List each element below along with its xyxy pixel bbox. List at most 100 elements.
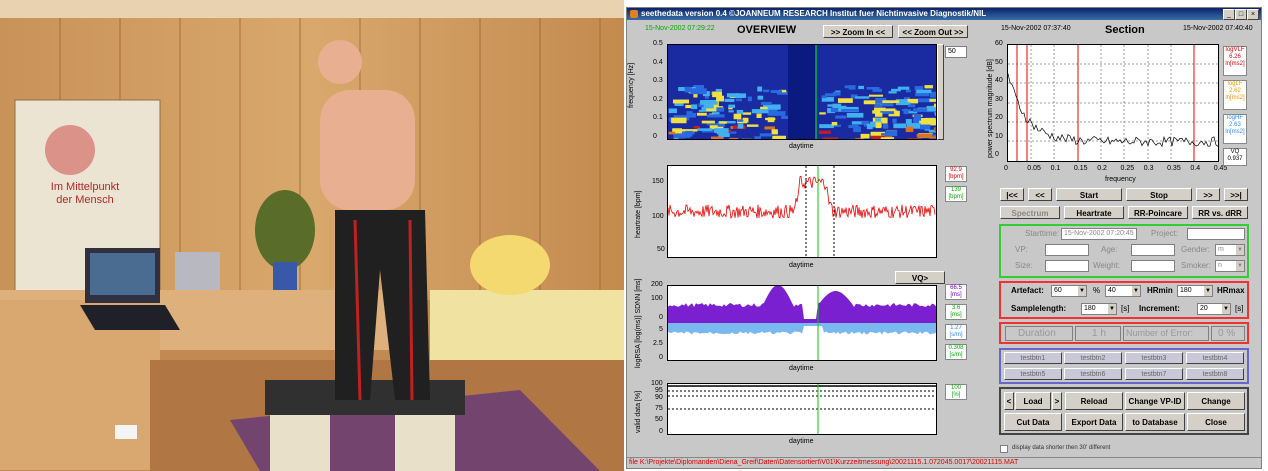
zoom-out-button[interactable]: << Zoom Out >> — [898, 25, 968, 38]
change-events-button[interactable]: Change Events — [1187, 392, 1245, 424]
close-button[interactable]: Close — [1187, 413, 1245, 431]
age-field[interactable] — [1131, 244, 1175, 256]
testbtn3[interactable]: testbtn3 — [1125, 352, 1183, 364]
cut-data-button[interactable]: Cut Data — [1004, 413, 1062, 431]
testbtn8[interactable]: testbtn8 — [1186, 368, 1244, 380]
testbtn5[interactable]: testbtn5 — [1004, 368, 1062, 380]
spectrogram-cell — [913, 118, 923, 124]
testbtn7[interactable]: testbtn7 — [1125, 368, 1183, 380]
smoker-select[interactable]: n — [1215, 260, 1245, 272]
artefact-select[interactable]: 60 — [1051, 285, 1087, 297]
minimize-button[interactable]: _ — [1223, 9, 1235, 20]
spectrogram-cell — [880, 137, 895, 139]
hr-ytick-100: 100 — [652, 213, 664, 220]
prev-button[interactable]: < — [1004, 392, 1014, 410]
percent-select[interactable]: 40 — [1105, 285, 1141, 297]
display-short-data-checkbox[interactable] — [1000, 445, 1008, 453]
tab-rr-poincare[interactable]: RR-Poincare — [1128, 206, 1188, 219]
spectrogram-cell — [934, 112, 936, 116]
spectrogram-cell — [704, 94, 709, 99]
spectrogram-cell — [860, 133, 870, 139]
spectrogram-cell — [905, 126, 914, 133]
analysis-params-panel: Artefact: 60 % 40 HRmin 180 HRmax Sample… — [999, 281, 1249, 319]
hr-select[interactable]: 180 — [1177, 285, 1213, 297]
spectrogram-cell — [831, 121, 838, 126]
size-field[interactable] — [1045, 260, 1089, 272]
increment-select[interactable]: 20 — [1197, 303, 1231, 315]
spectrogram-cell — [779, 89, 787, 93]
heartrate-xlabel: daytime — [789, 262, 814, 269]
spectrogram-cell — [874, 107, 886, 112]
zoom-in-button[interactable]: >> Zoom In << — [823, 25, 893, 38]
app-logo-icon — [630, 10, 638, 18]
spectrogram-cell — [929, 98, 936, 102]
spectrogram-cell — [875, 97, 887, 104]
vp-field[interactable] — [1045, 244, 1089, 256]
reload-button[interactable]: Reload — [1065, 392, 1123, 410]
tab-rr-vs-drr[interactable]: RR vs. dRR — [1192, 206, 1248, 219]
next-button[interactable]: > — [1052, 392, 1062, 410]
weight-field[interactable] — [1131, 260, 1175, 272]
testbtn2[interactable]: testbtn2 — [1064, 352, 1122, 364]
spectrogram-cell — [686, 111, 693, 116]
status-bar: file K:\Projekte\Diplomanden\Diena_Greif… — [627, 457, 1261, 468]
spectrogram-cell — [701, 129, 719, 133]
spectrogram-cell — [919, 120, 936, 126]
spectrogram-cell — [735, 93, 747, 98]
spectrogram-cell — [712, 112, 720, 116]
rewind-button[interactable]: << — [1028, 188, 1052, 201]
spectrogram-cell — [934, 103, 936, 108]
maximize-button[interactable]: □ — [1235, 9, 1247, 20]
spectrogram-cell — [763, 89, 770, 93]
spectrogram-max-input[interactable]: 50 — [945, 46, 967, 58]
samplelength-select[interactable]: 180 — [1081, 303, 1117, 315]
spectrogram-cell — [875, 112, 883, 117]
psd-xtick: 0.05 — [1027, 165, 1041, 172]
to-database-button[interactable]: to Database — [1125, 413, 1185, 431]
export-data-button[interactable]: Export Data — [1065, 413, 1123, 431]
spectrogram-scrollbar[interactable] — [937, 44, 944, 140]
spectrogram-cell — [915, 91, 930, 97]
spectrogram-cell — [698, 109, 704, 112]
spectrogram-cell — [679, 129, 698, 132]
spectrogram-cell — [912, 139, 916, 140]
testbtn1[interactable]: testbtn1 — [1004, 352, 1062, 364]
spectrogram-cell — [728, 106, 733, 110]
testbtn4[interactable]: testbtn4 — [1186, 352, 1244, 364]
vq-button[interactable]: VQ> — [895, 271, 945, 284]
starttime-field[interactable]: 15-Nov-2002 07:20:45 — [1061, 228, 1137, 240]
change-vp-id-button[interactable]: Change VP-ID — [1125, 392, 1185, 410]
spectrogram-cell — [714, 128, 729, 133]
spectrogram-cell — [827, 139, 835, 140]
tab-spectrum[interactable]: Spectrum — [1000, 206, 1060, 219]
spectrogram-cell — [724, 98, 735, 102]
gender-select[interactable]: m — [1215, 244, 1245, 256]
spectrogram-cell — [851, 121, 870, 125]
spectrogram-cell — [756, 113, 762, 118]
last-button[interactable]: >>| — [1224, 188, 1248, 201]
spectrogram-cell — [696, 112, 707, 116]
first-button[interactable]: |<< — [1000, 188, 1024, 201]
psd-xlabel: frequency — [1105, 176, 1136, 183]
valid-ytick-0: 0 — [659, 428, 663, 435]
spectrogram-cell — [671, 117, 687, 124]
close-window-button[interactable]: × — [1247, 9, 1259, 20]
start-button[interactable]: Start — [1056, 188, 1122, 201]
testbtn6[interactable]: testbtn6 — [1064, 368, 1122, 380]
smoker-label: Smoker: — [1181, 261, 1211, 270]
spectrogram-cell — [874, 104, 883, 108]
artefact-label: Artefact: — [1011, 286, 1044, 295]
spectrogram-cell — [827, 104, 841, 107]
project-field[interactable] — [1187, 228, 1245, 240]
spectrogram-cell — [929, 91, 936, 98]
stop-button[interactable]: Stop — [1126, 188, 1192, 201]
load-button[interactable]: Load — [1015, 392, 1051, 410]
tab-heartrate[interactable]: Heartrate — [1064, 206, 1124, 219]
sdnn-ytick-200: 200 — [651, 281, 663, 288]
psd-xtick: 0.35 — [1167, 165, 1181, 172]
forward-button[interactable]: >> — [1196, 188, 1220, 201]
spectrogram-cell — [830, 107, 846, 113]
poster-line2: der Mensch — [56, 194, 113, 206]
hr-ytick-150: 150 — [652, 178, 664, 185]
samplelength-label: Samplelength: — [1011, 304, 1067, 313]
